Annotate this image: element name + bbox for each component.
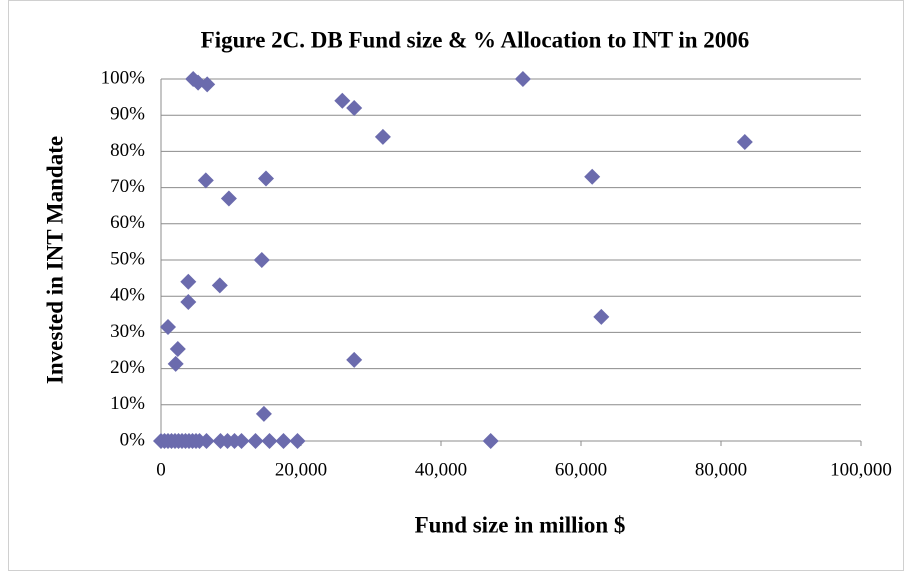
point xyxy=(482,433,499,449)
y-tick-label: 0% xyxy=(120,429,146,450)
point xyxy=(211,277,228,294)
point xyxy=(736,133,753,150)
x-axis-title: Fund size in million $ xyxy=(415,512,626,537)
point xyxy=(247,433,264,449)
y-tick-label: 40% xyxy=(110,285,145,306)
point xyxy=(167,355,184,372)
point xyxy=(584,168,601,185)
x-tick-label: 20,000 xyxy=(275,459,327,480)
point xyxy=(220,190,237,207)
point xyxy=(180,273,197,290)
chart-border xyxy=(8,0,904,571)
point xyxy=(169,341,186,358)
y-tick-label: 10% xyxy=(110,393,145,414)
point xyxy=(261,433,278,449)
point xyxy=(334,92,351,109)
point xyxy=(255,405,272,422)
y-tick-label: 90% xyxy=(110,104,145,125)
point xyxy=(275,433,292,449)
y-axis-title: Invested in INT Mandate xyxy=(42,136,67,384)
y-tick-label: 80% xyxy=(110,140,145,161)
point xyxy=(199,76,216,93)
x-tick-label: 80,000 xyxy=(695,459,747,480)
point xyxy=(346,99,363,116)
point xyxy=(374,128,391,145)
point xyxy=(593,308,610,325)
point xyxy=(514,71,531,87)
point xyxy=(346,351,363,368)
x-tick-label: 0 xyxy=(156,459,166,480)
x-tick-label: 60,000 xyxy=(555,459,607,480)
point xyxy=(233,433,250,449)
y-tick-label: 30% xyxy=(110,321,145,342)
y-tick-label: 50% xyxy=(110,248,145,269)
point xyxy=(289,433,306,449)
point xyxy=(180,293,197,310)
y-tick-label: 60% xyxy=(110,212,145,233)
point xyxy=(160,318,176,335)
chart-title: Figure 2C. DB Fund size & % Allocation t… xyxy=(201,27,750,52)
point xyxy=(198,433,215,449)
point xyxy=(253,252,270,268)
y-tick-label: 100% xyxy=(101,67,146,88)
y-tick-label: 20% xyxy=(110,357,145,378)
point xyxy=(197,172,214,189)
x-tick-label: 100,000 xyxy=(830,459,892,480)
point xyxy=(258,170,274,187)
y-tick-label: 70% xyxy=(110,176,145,197)
x-tick-label: 40,000 xyxy=(415,459,467,480)
